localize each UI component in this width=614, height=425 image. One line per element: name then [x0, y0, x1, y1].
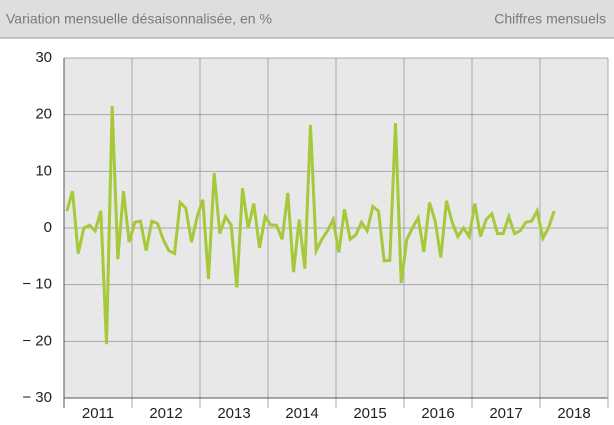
- y-tick-label: 30: [35, 49, 52, 66]
- x-tick-label: 2018: [557, 405, 590, 422]
- x-tick-label: 2017: [489, 405, 522, 422]
- x-tick-label: 2012: [149, 405, 182, 422]
- y-tick-label: − 10: [22, 276, 52, 293]
- y-tick-label: − 20: [22, 332, 52, 349]
- x-tick-label: 2016: [421, 405, 454, 422]
- x-tick-label: 2011: [82, 405, 114, 422]
- y-tick-label: 10: [35, 162, 52, 179]
- y-tick-label: 20: [35, 106, 52, 123]
- chart-title: Variation mensuelle désaisonnalisée, en …: [6, 11, 272, 27]
- header-bar: [0, 0, 614, 38]
- y-tick-label: − 30: [22, 389, 52, 406]
- chart-subtitle: Chiffres mensuels: [494, 11, 606, 27]
- x-tick-label: 2015: [353, 405, 386, 422]
- y-tick-label: 0: [44, 219, 52, 236]
- x-tick-label: 2013: [217, 405, 250, 422]
- data-line: [65, 106, 556, 345]
- x-tick-label: 2014: [285, 405, 318, 422]
